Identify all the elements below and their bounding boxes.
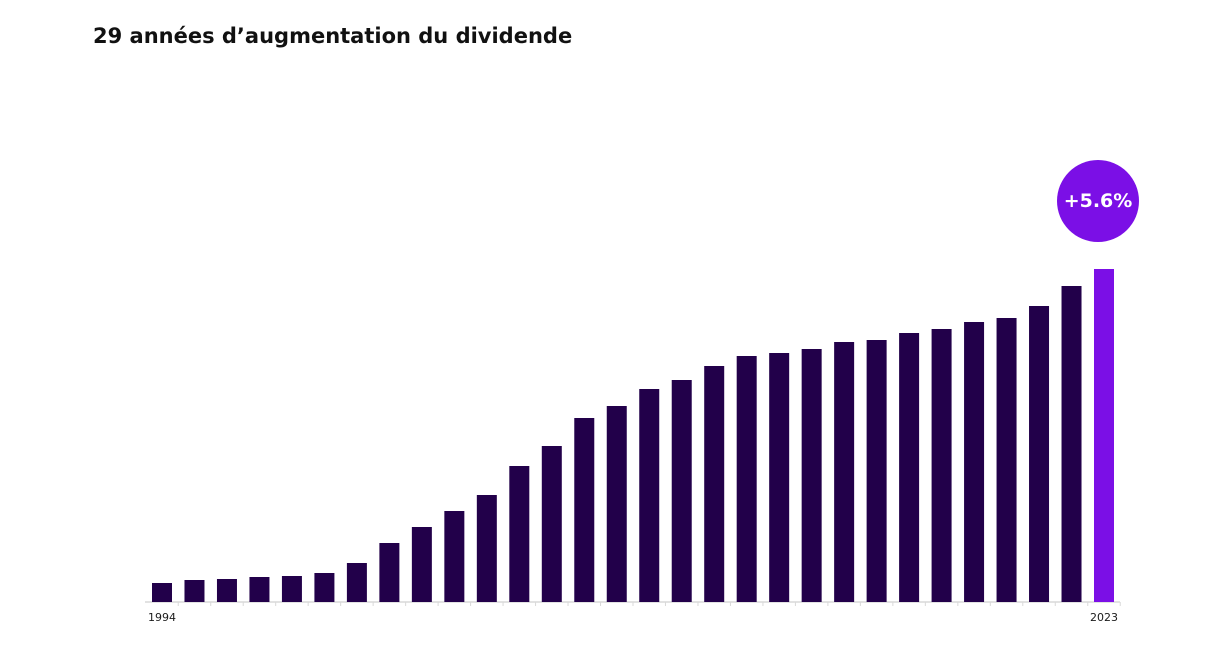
x-tick-label: 2023	[1090, 611, 1118, 624]
bar	[1029, 306, 1050, 602]
bar	[671, 380, 692, 602]
bar	[1061, 286, 1082, 602]
chart-title: 29 années d’augmentation du dividende	[93, 24, 572, 48]
bar	[541, 446, 562, 602]
bar	[964, 322, 985, 602]
bar	[1094, 269, 1114, 602]
bar	[152, 583, 172, 602]
bar	[281, 576, 302, 602]
bar	[704, 366, 725, 602]
bar	[996, 318, 1017, 602]
x-tick-label: 1994	[148, 611, 176, 624]
bar	[444, 511, 465, 602]
bar	[899, 333, 920, 602]
bar	[736, 356, 757, 602]
bar	[509, 466, 530, 602]
bar	[184, 580, 205, 602]
bar	[216, 579, 237, 602]
bar	[476, 495, 497, 602]
bar	[574, 418, 595, 602]
annotation-text: +5.6%	[1064, 190, 1133, 212]
bar	[411, 527, 432, 602]
bar	[866, 340, 887, 602]
bar	[314, 573, 335, 602]
bar	[801, 349, 822, 602]
bar	[639, 389, 660, 602]
bar	[606, 406, 627, 602]
bar	[249, 577, 270, 602]
bar	[834, 342, 855, 602]
bar	[379, 543, 400, 602]
bar	[931, 329, 952, 602]
annotation-badge	[1057, 160, 1139, 242]
bar	[769, 353, 790, 602]
bar	[346, 563, 367, 602]
